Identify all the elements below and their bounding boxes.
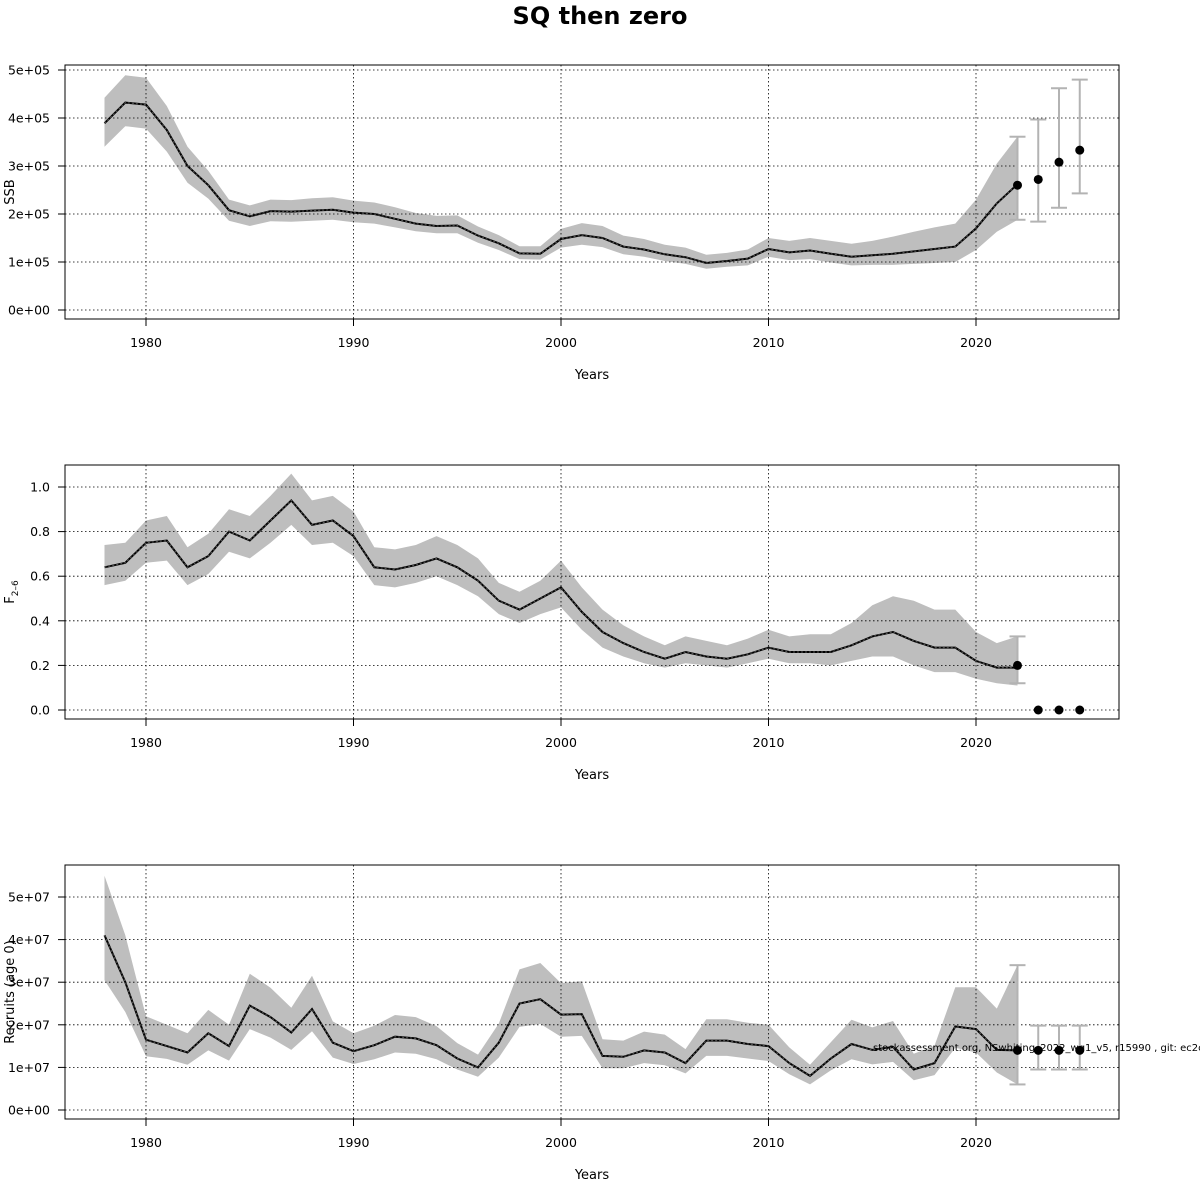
recruits-ytick-label: 0e+00 [8,1103,50,1118]
panel-recruits: 1980 1990 2000 2010 2020 0e+00 1e+07 2e+07 3e+07… [3,864,1120,1183]
ssb-ytick-label: 3e+05 [8,159,50,174]
panel-ssb: 1980 1990 2000 2010 2020 0e+00 1e+05 2e+05 3e+05… [3,63,1120,383]
recruits-ytick-label: 5e+07 [8,890,50,905]
recruits-xtick-label: 2020 [960,1135,992,1150]
fbar-ylabel: F2–6 [3,580,21,604]
fbar-ytick-label: 0.6 [30,569,50,584]
fbar-projection-point [1033,705,1043,715]
fbar-ytick-label: 0.4 [30,613,50,628]
ssb-ytick-label: 1e+05 [8,255,50,270]
fbar-xtick-label: 2010 [753,735,785,750]
recruits-xtick-label: 2000 [545,1135,577,1150]
ssb-xtick-label: 1990 [338,335,370,350]
ssb-xtick-label: 2000 [545,335,577,350]
panel-fbar: 1980 1990 2000 2010 2020 0.0 0.2 0.4 0.6 0.8 1.0 Ye… [3,464,1120,783]
recruits-projection-point [1033,1045,1043,1055]
figure-title: SQ then zero [512,2,688,30]
ssb-xtick-label: 2010 [753,335,785,350]
recruits-xtick-label: 1980 [130,1135,162,1150]
ssb-xlabel: Years [574,368,610,383]
recruits-xtick-label: 1990 [338,1135,370,1150]
ssb-projection-point [1054,157,1064,167]
recruits-confidence-band [104,875,1018,1085]
fbar-xtick-label: 1980 [130,735,162,750]
ssb-ylabel: SSB [3,179,18,204]
recruits-xlabel: Years [574,1168,610,1183]
fbar-xtick-label: 2020 [960,735,992,750]
fbar-projection-point [1075,705,1085,715]
ssb-projection-point [1013,180,1022,190]
recruits-ytick-label: 3e+07 [8,975,50,990]
recruits-xtick-label: 2010 [753,1135,785,1150]
fbar-plot-frame [64,464,1120,720]
recruits-ytick-label: 1e+07 [8,1060,50,1075]
ssb-plot-frame [64,64,1120,320]
ssb-projection-point [1075,145,1085,155]
recruits-estimate-dash [104,935,1018,1077]
recruits-projection-point [1054,1045,1064,1055]
fbar-ytick-label: 0.8 [30,524,50,539]
ssb-ytick-label: 5e+05 [8,63,50,78]
fbar-ytick-label: 0.2 [30,658,50,673]
fbar-xlabel: Years [574,768,610,783]
recruits-ytick-label: 4e+07 [8,932,50,947]
recruits-ylabel: Recruits (age 0) [3,940,18,1044]
ssb-xtick-label: 2020 [960,335,992,350]
fbar-projection-point [1054,705,1064,715]
fbar-confidence-band [104,473,1018,686]
fbar-ytick-label: 0.0 [30,703,50,718]
ssb-ytick-label: 2e+05 [8,207,50,222]
fbar-estimate-dash [104,499,1018,669]
fbar-ylabel-subscript: 2–6 [11,580,21,596]
recruits-ytick-label: 2e+07 [8,1017,50,1032]
ssb-xtick-label: 1980 [130,335,162,350]
ssb-projection-point [1033,174,1043,184]
footnote-text: stockassessment.org, NSwhiting_2022_wg1_… [873,1043,1200,1054]
fbar-ytick-label: 1.0 [30,480,50,495]
recruits-plot-frame [64,864,1120,1120]
recruits-projection-point [1075,1045,1085,1055]
ssb-ytick-label: 4e+05 [8,111,50,126]
fbar-projection-point [1013,660,1022,670]
ssb-ytick-label: 0e+00 [8,303,50,318]
fbar-xtick-label: 1990 [338,735,370,750]
recruits-projection-point [1013,1045,1022,1055]
ssb-estimate-line [103,101,1019,265]
fbar-xtick-label: 2000 [545,735,577,750]
